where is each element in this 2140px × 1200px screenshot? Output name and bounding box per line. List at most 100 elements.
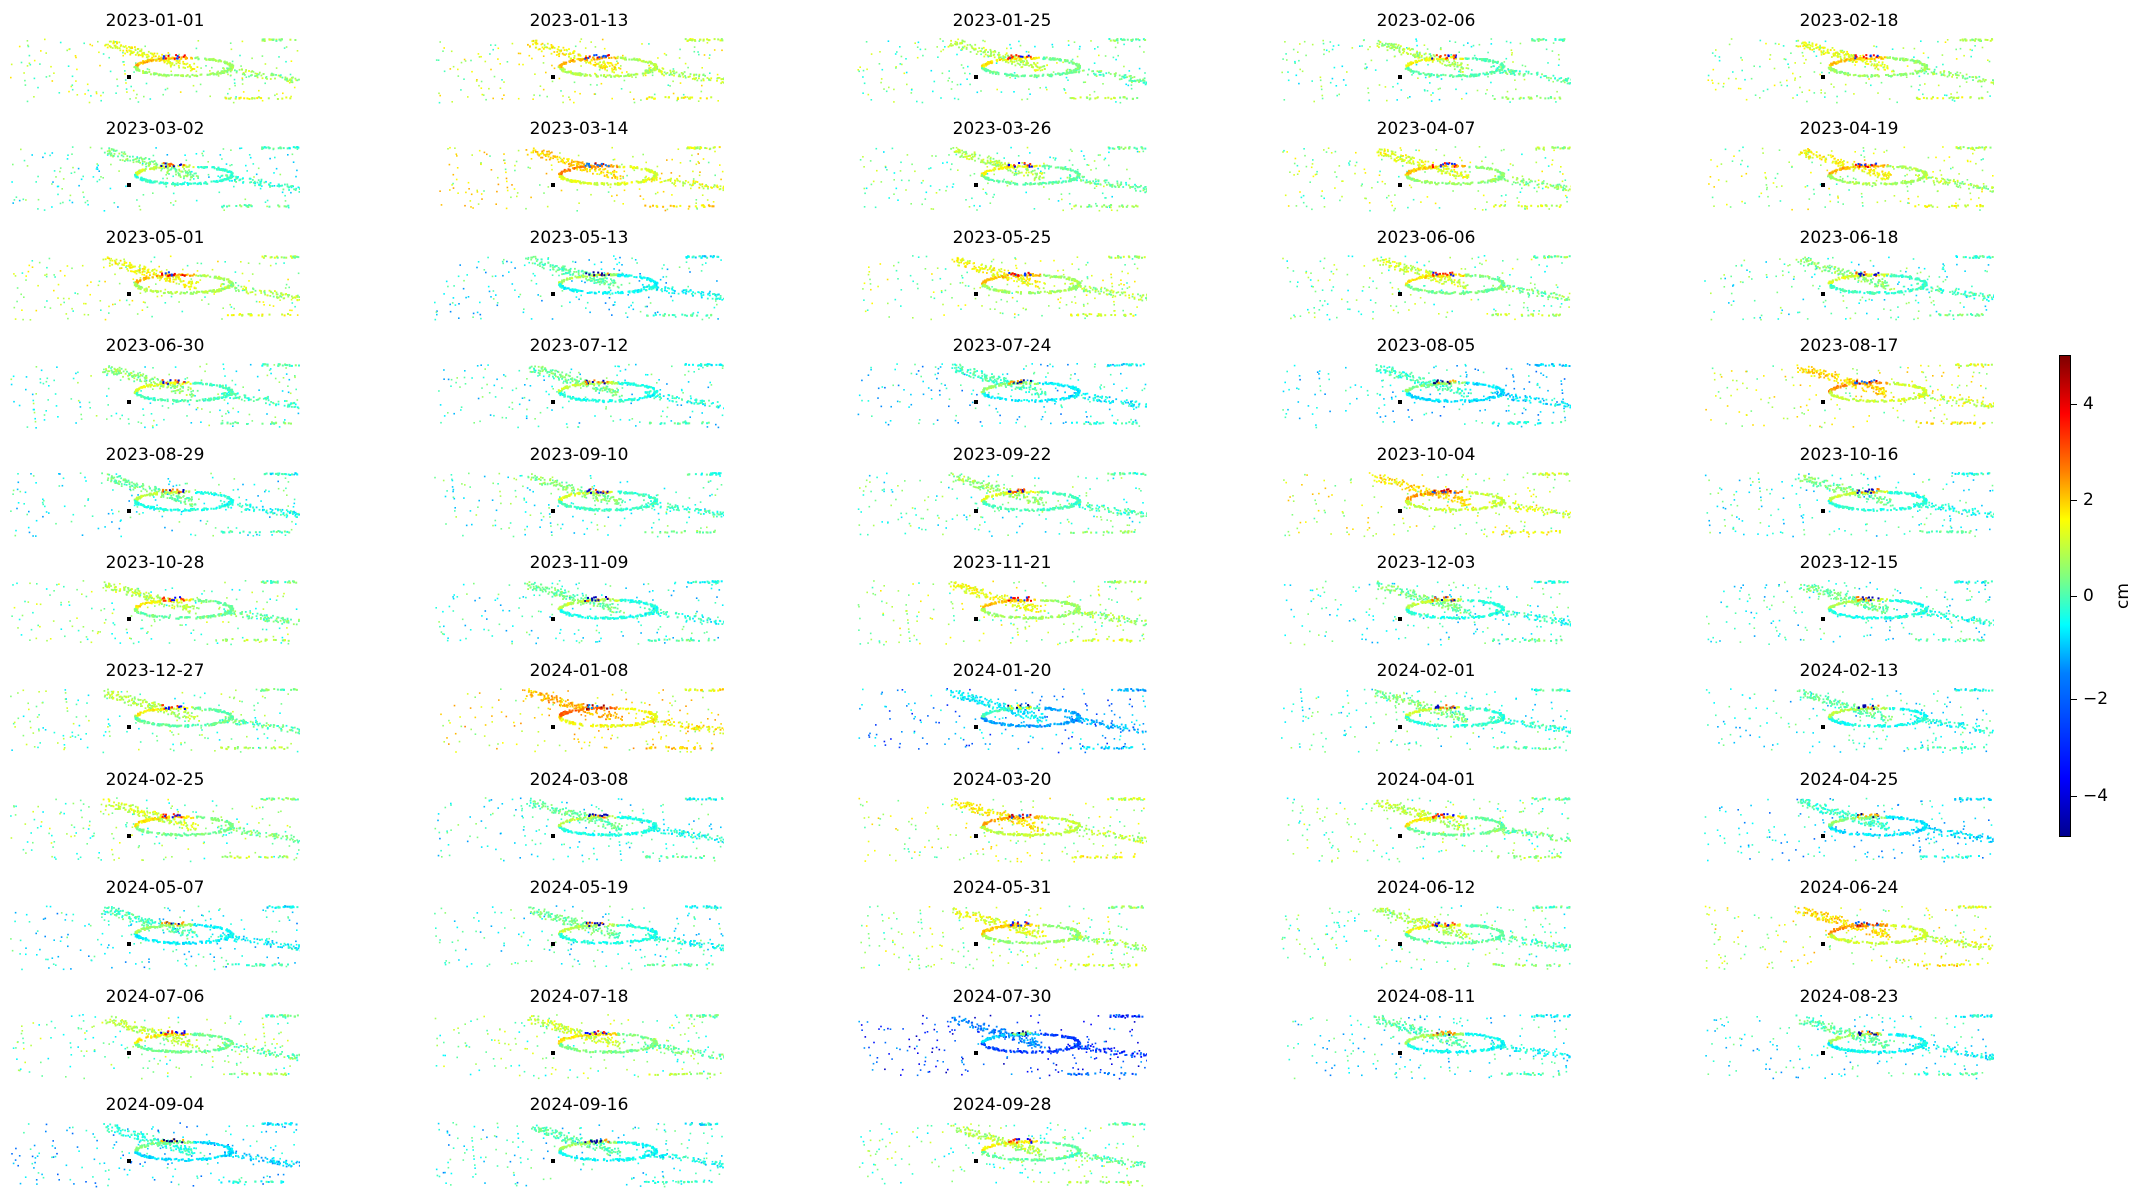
- data-point: [1553, 42, 1555, 44]
- data-point: [611, 177, 613, 179]
- data-point: [1044, 68, 1046, 70]
- data-point: [639, 189, 641, 191]
- data-point: [662, 206, 664, 208]
- data-point: [197, 183, 199, 185]
- data-point: [1540, 76, 1542, 78]
- data-point: [1117, 55, 1119, 57]
- data-point: [78, 168, 80, 170]
- data-point: [192, 183, 194, 185]
- data-point: [698, 54, 700, 56]
- data-point: [694, 51, 696, 53]
- data-point: [1502, 67, 1504, 69]
- data-point: [557, 159, 559, 161]
- data-point: [34, 60, 36, 62]
- data-point: [1015, 77, 1017, 79]
- data-point: [1115, 47, 1117, 49]
- data-point: [217, 169, 219, 171]
- data-point: [603, 55, 605, 57]
- data-point: [692, 78, 694, 80]
- data-point: [669, 85, 671, 87]
- data-point: [1086, 97, 1088, 99]
- data-point: [37, 87, 39, 89]
- data-point: [87, 200, 89, 202]
- data-point: [278, 39, 280, 41]
- data-point: [207, 74, 209, 76]
- data-point: [676, 206, 678, 208]
- data-point: [272, 39, 274, 41]
- data-point: [148, 158, 150, 160]
- data-point: [535, 47, 537, 49]
- data-point: [673, 75, 675, 77]
- data-point: [145, 166, 147, 168]
- data-point: [1123, 66, 1125, 68]
- data-point: [1487, 52, 1489, 54]
- data-point: [1962, 77, 1964, 79]
- data-point: [1125, 74, 1127, 76]
- data-point: [1409, 96, 1411, 98]
- data-point: [1033, 62, 1035, 64]
- data-point: [145, 164, 147, 166]
- data-point: [68, 49, 70, 51]
- data-point: [958, 47, 960, 49]
- data-point: [568, 164, 570, 166]
- data-point: [534, 73, 536, 75]
- data-point: [12, 164, 14, 166]
- data-point: [234, 179, 236, 181]
- data-point: [895, 53, 897, 55]
- data-point: [511, 184, 513, 186]
- data-point: [191, 74, 193, 76]
- data-point: [96, 167, 98, 169]
- data-point: [620, 57, 622, 59]
- data-point: [1964, 78, 1966, 80]
- data-point: [1818, 49, 1820, 51]
- data-point: [654, 180, 656, 182]
- data-point: [581, 170, 583, 172]
- data-point: [619, 166, 621, 168]
- data-point: [574, 73, 576, 75]
- data-point: [510, 197, 512, 199]
- data-point: [1877, 55, 1879, 57]
- data-point: [12, 203, 14, 205]
- data-point: [984, 41, 986, 43]
- data-point: [165, 166, 167, 168]
- data-point: [1094, 48, 1096, 50]
- data-point: [1429, 53, 1431, 55]
- data-point: [197, 66, 199, 68]
- data-point: [83, 197, 85, 199]
- data-point: [224, 179, 226, 181]
- data-point: [1819, 45, 1821, 47]
- data-point: [1046, 89, 1048, 91]
- data-point: [1419, 73, 1421, 75]
- data-point: [1139, 79, 1141, 81]
- data-point: [1829, 67, 1831, 69]
- data-point: [1909, 73, 1911, 75]
- data-point: [994, 56, 996, 58]
- data-point: [496, 191, 498, 193]
- data-point: [1378, 46, 1380, 48]
- data-point: [190, 183, 192, 185]
- data-point: [911, 92, 913, 94]
- data-point: [178, 67, 180, 69]
- data-point: [1723, 86, 1725, 88]
- data-point: [637, 168, 639, 170]
- data-point: [492, 98, 494, 100]
- data-point: [1959, 86, 1961, 88]
- data-point: [666, 160, 668, 162]
- data-point: [1729, 44, 1731, 46]
- data-point: [108, 57, 110, 59]
- data-point: [265, 63, 267, 65]
- data-point: [1093, 73, 1095, 75]
- data-point: [684, 96, 686, 98]
- data-point: [1886, 65, 1888, 67]
- data-point: [1031, 64, 1033, 66]
- data-point: [183, 176, 185, 178]
- data-point: [1461, 66, 1463, 68]
- data-point: [958, 99, 960, 101]
- data-point: [110, 71, 112, 73]
- data-point: [1812, 45, 1814, 47]
- data-point: [471, 155, 473, 157]
- data-point: [478, 53, 480, 55]
- data-point: [1528, 73, 1530, 75]
- data-point: [246, 205, 248, 207]
- data-point: [613, 171, 615, 173]
